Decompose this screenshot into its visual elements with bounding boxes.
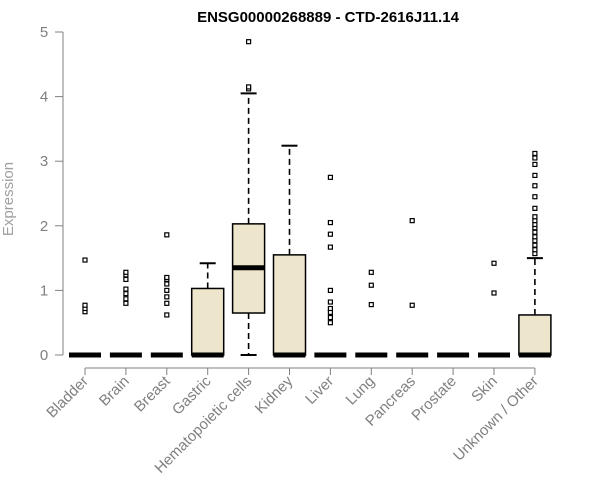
y-tick-label: 3 [40, 153, 48, 170]
box-body [518, 314, 552, 356]
box-12 [518, 150, 552, 358]
outlier-point [532, 234, 538, 240]
box-8 [355, 269, 388, 358]
outlier-point [123, 296, 129, 302]
x-tick-label: Breast [131, 372, 174, 415]
outlier-point [164, 300, 170, 306]
outlier-point [164, 312, 170, 318]
outlier-point [532, 229, 538, 235]
box-11 [478, 260, 510, 358]
outlier-point [164, 274, 170, 281]
box-body [272, 254, 307, 356]
y-tick-label: 4 [40, 89, 48, 106]
y-tick-label: 2 [40, 218, 48, 235]
outlier-point [123, 286, 129, 292]
outlier-point [246, 84, 252, 90]
outlier-point [82, 302, 88, 308]
outlier-point [327, 244, 333, 250]
outlier-point [368, 269, 374, 275]
outlier-point [532, 205, 538, 211]
x-tick-label: Bladder [43, 373, 92, 422]
outlier-point [532, 183, 538, 189]
x-tick-label: Skin [468, 373, 501, 406]
box-1 [69, 257, 101, 358]
box-2 [109, 269, 142, 358]
outlier-point [327, 314, 333, 321]
outlier-point [368, 302, 374, 308]
boxes-layer [69, 39, 552, 358]
outlier-point [123, 300, 129, 306]
outlier-point [164, 287, 170, 293]
outlier-point [327, 231, 333, 237]
outlier-point [246, 39, 252, 45]
outlier-point [532, 247, 538, 253]
outlier-point [532, 155, 538, 161]
outlier-point [532, 161, 538, 168]
outlier-point [368, 282, 374, 288]
outlier-point [164, 232, 170, 238]
outlier-point [327, 174, 333, 180]
outlier-point [491, 290, 497, 296]
box-6 [272, 144, 307, 358]
box-7 [314, 174, 347, 358]
outlier-point [164, 294, 170, 300]
outlier-point [532, 172, 538, 179]
outlier-point [532, 194, 538, 200]
y-axis: 0 1 2 3 4 5 [40, 24, 64, 364]
y-tick-label: 0 [40, 347, 48, 364]
y-axis-label: Expression [0, 162, 17, 236]
outlier-point [123, 269, 129, 275]
x-tick-label: Liver [302, 373, 337, 408]
outlier-point [164, 281, 170, 287]
outlier-point [327, 219, 333, 226]
outlier-point [327, 320, 333, 326]
outlier-point [491, 260, 497, 266]
outlier-point [532, 242, 538, 248]
box-9 [396, 218, 429, 358]
outlier-point [327, 299, 333, 305]
outlier-point [409, 302, 415, 308]
box-5 [231, 39, 266, 356]
outlier-point [82, 257, 88, 263]
x-tick-label: Prostate [408, 373, 460, 425]
outlier-point [123, 291, 129, 297]
outlier-point [123, 276, 129, 283]
x-tick-label: Lung [343, 373, 379, 409]
outlier-point [409, 218, 415, 224]
y-tick-label: 5 [40, 24, 48, 41]
outlier-point [532, 150, 538, 157]
y-tick-label: 1 [40, 282, 48, 299]
chart-title: ENSG00000268889 - CTD-2616J11.14 [197, 9, 460, 26]
outlier-point [327, 305, 333, 312]
outlier-point [532, 214, 538, 220]
box-body [190, 287, 225, 356]
box-4 [190, 262, 225, 358]
box-3 [150, 232, 183, 358]
x-tick-label: Brain [96, 373, 133, 410]
x-tick-label: Kidney [252, 372, 297, 417]
outlier-point [327, 287, 333, 293]
